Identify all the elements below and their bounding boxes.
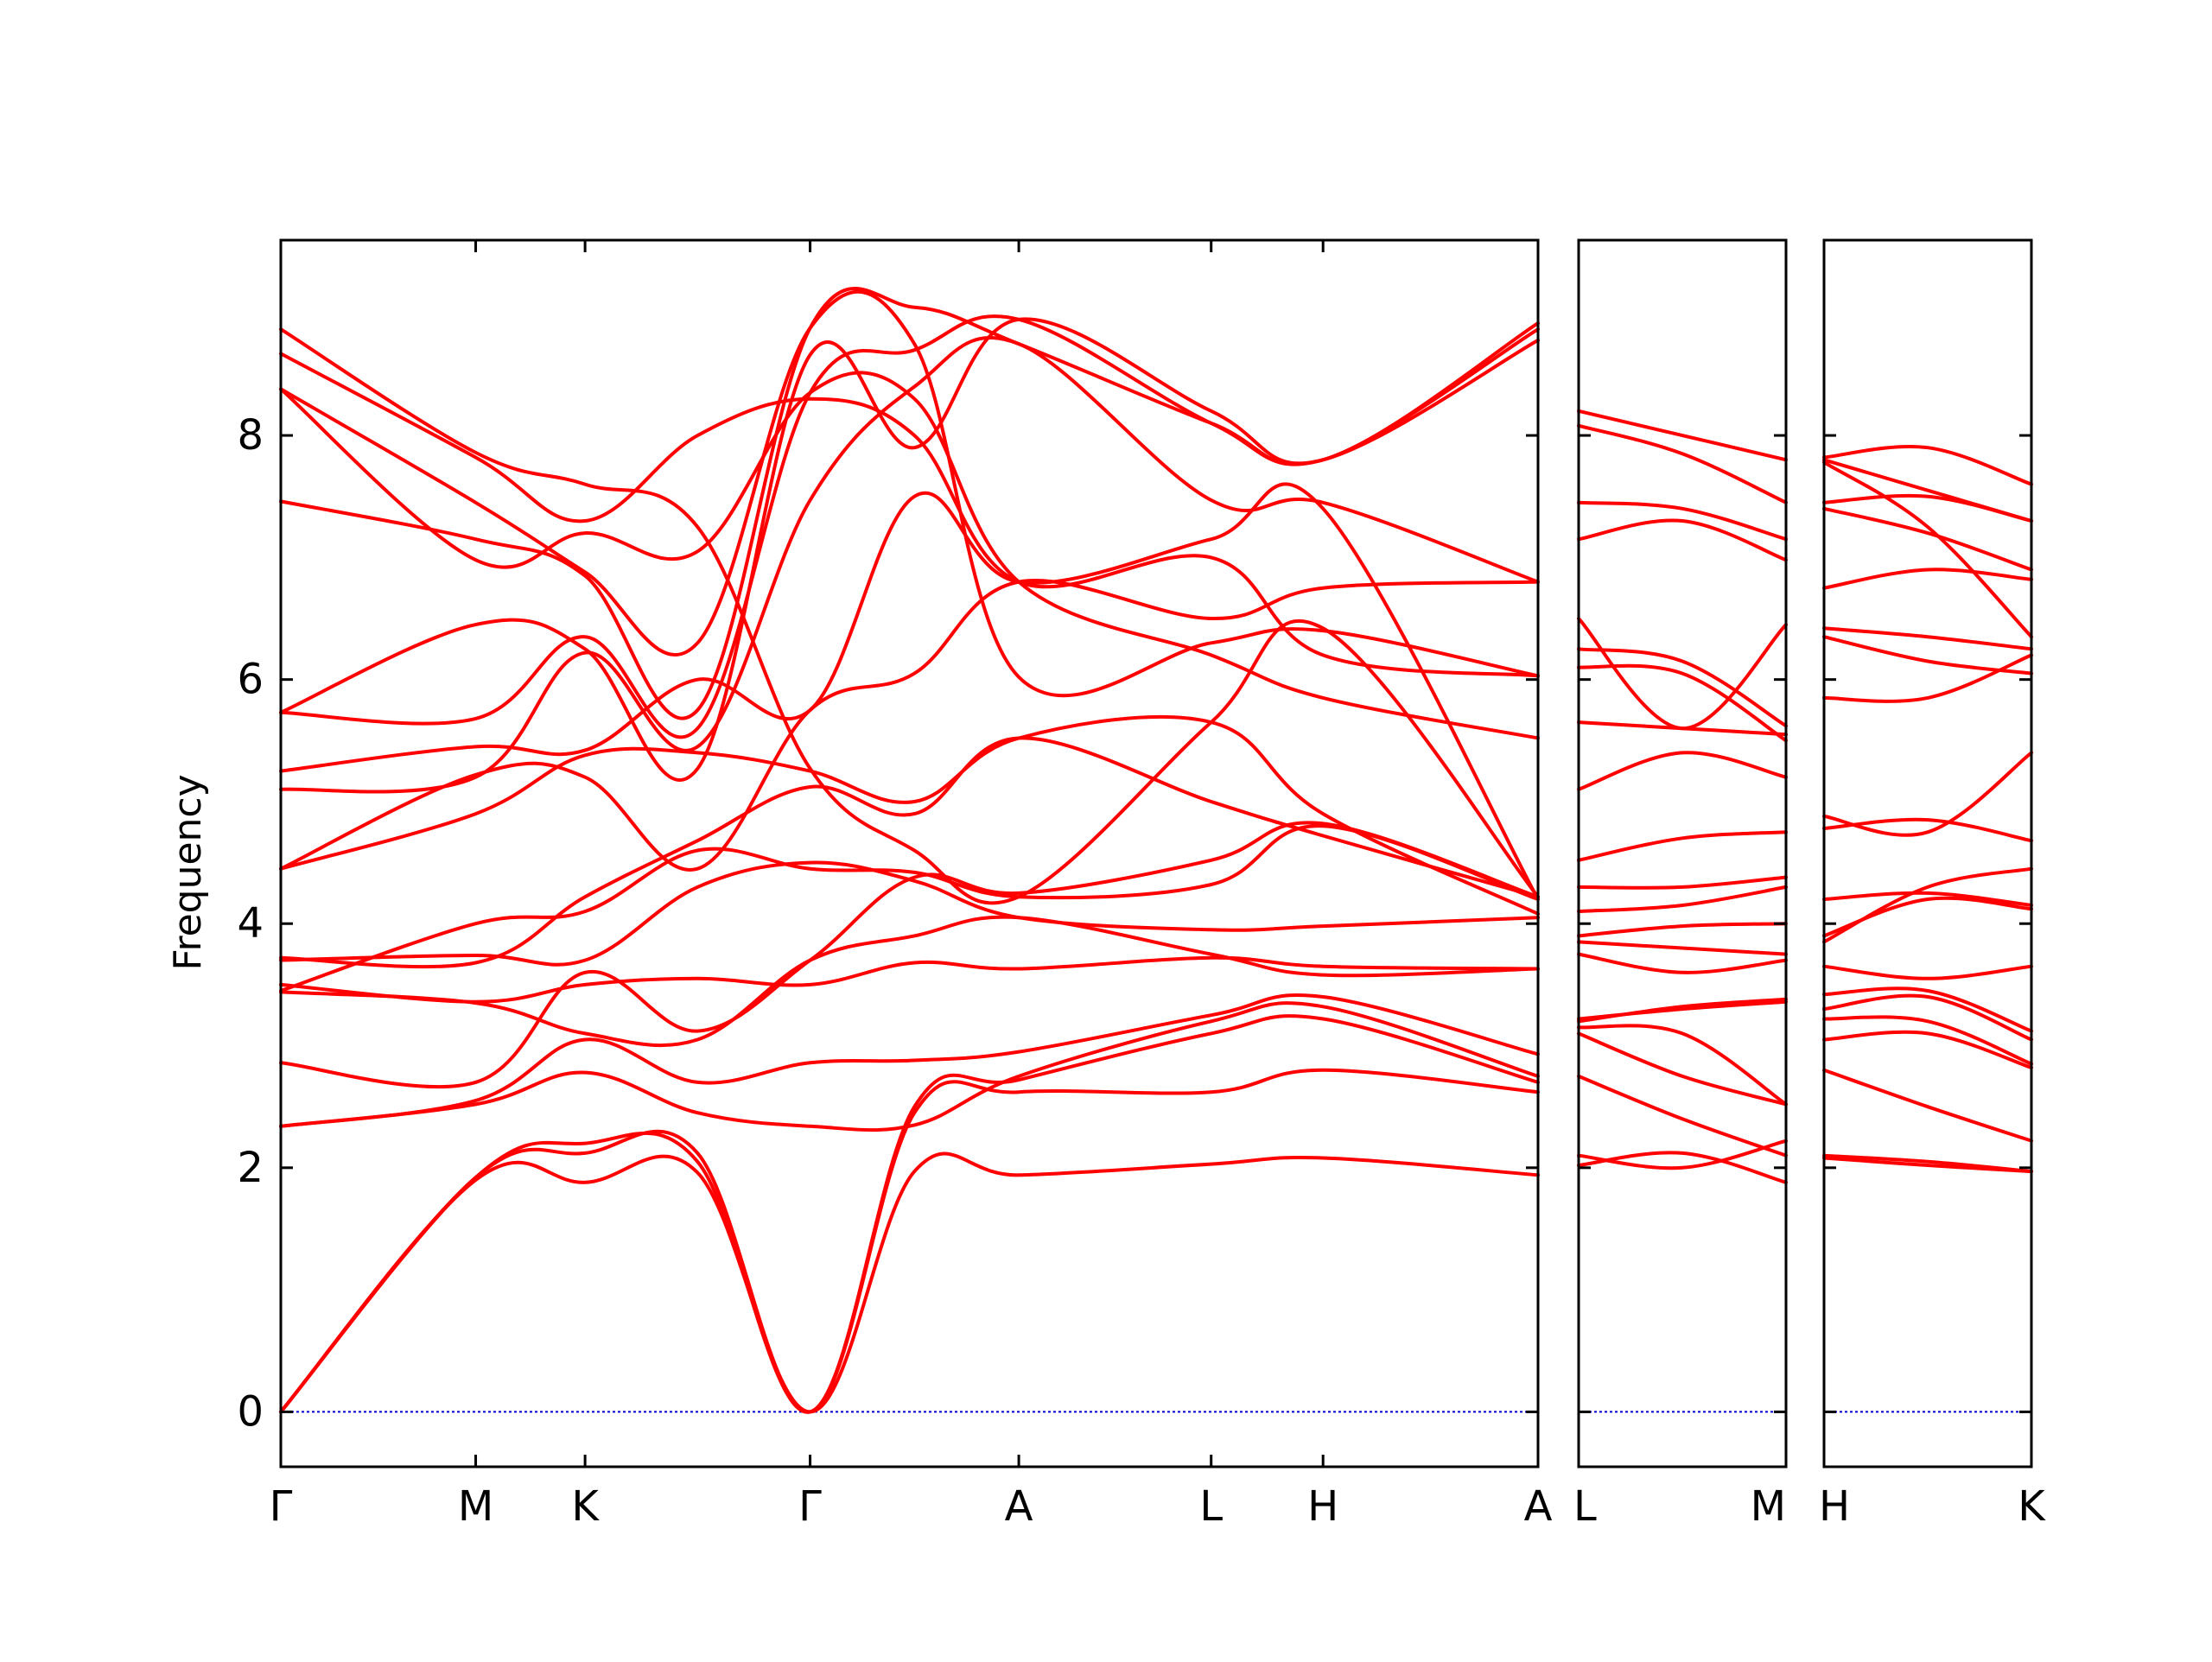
band-line bbox=[1822, 1015, 2033, 1066]
band-line bbox=[1822, 896, 2033, 938]
band-line bbox=[1577, 1024, 1788, 1107]
band-line bbox=[279, 1151, 1540, 1414]
band-line bbox=[1577, 409, 1788, 462]
band-line bbox=[1822, 986, 2033, 1033]
band-line bbox=[279, 1001, 1540, 1132]
x-tick-label: Γ bbox=[798, 1482, 822, 1531]
band-line bbox=[279, 714, 1540, 916]
y-tick-label: 8 bbox=[237, 411, 264, 460]
band-line bbox=[1822, 444, 2033, 486]
x-tick-label: H bbox=[1307, 1482, 1338, 1531]
band-line bbox=[279, 352, 1540, 678]
band-line bbox=[279, 314, 1540, 739]
x-tick-label: L bbox=[1573, 1482, 1597, 1531]
x-tick-label: Γ bbox=[270, 1482, 293, 1531]
band-line bbox=[1577, 617, 1788, 731]
panel-frame bbox=[279, 238, 1540, 1469]
y-tick-label: 6 bbox=[237, 656, 264, 704]
band-line bbox=[1577, 751, 1788, 791]
band-line bbox=[1822, 568, 2033, 590]
band-line bbox=[1577, 518, 1788, 562]
band-line bbox=[1577, 1031, 1788, 1107]
band-line bbox=[1822, 817, 2033, 843]
y-tick-label: 4 bbox=[237, 899, 264, 948]
x-tick-label: A bbox=[1005, 1482, 1033, 1531]
band-line bbox=[1822, 1156, 2033, 1174]
x-tick-label: K bbox=[2018, 1482, 2046, 1531]
band-line bbox=[1577, 663, 1788, 743]
band-line bbox=[1577, 830, 1788, 862]
band-line bbox=[1577, 1151, 1788, 1184]
band-line bbox=[279, 915, 1540, 1048]
band-line bbox=[1822, 626, 2033, 651]
x-tick-label: M bbox=[1751, 1482, 1786, 1531]
band-line bbox=[279, 993, 1540, 1128]
band-line bbox=[279, 860, 1540, 967]
band-line bbox=[279, 289, 1540, 698]
band-line bbox=[1577, 922, 1788, 938]
x-tick-label: H bbox=[1819, 1482, 1850, 1531]
band-line bbox=[1822, 1068, 2033, 1143]
band-line bbox=[279, 317, 1540, 782]
band-line bbox=[279, 955, 1540, 1004]
band-line bbox=[1822, 506, 2033, 572]
band-line bbox=[279, 579, 1540, 872]
band-line bbox=[279, 1068, 1540, 1414]
x-tick-label: A bbox=[1524, 1482, 1553, 1531]
y-tick-label: 0 bbox=[237, 1387, 264, 1436]
band-line bbox=[279, 482, 1540, 901]
band-line bbox=[279, 336, 1540, 794]
y-tick-label: 2 bbox=[237, 1144, 264, 1192]
band-line bbox=[1577, 952, 1788, 974]
panel-frame bbox=[1822, 238, 2033, 1469]
band-line bbox=[279, 1014, 1540, 1414]
y-axis-label: Frequency bbox=[166, 774, 210, 970]
band-line bbox=[1822, 653, 2033, 703]
band-line bbox=[279, 371, 1540, 740]
band-line bbox=[279, 821, 1540, 1089]
band-line bbox=[1577, 500, 1788, 542]
band-line bbox=[1577, 423, 1788, 504]
band-line bbox=[1822, 751, 2033, 837]
band-line bbox=[1822, 458, 2033, 523]
band-line bbox=[279, 287, 1540, 720]
panel-frame bbox=[1577, 238, 1788, 1469]
band-line bbox=[1577, 875, 1788, 890]
band-line bbox=[1822, 891, 2033, 907]
band-line bbox=[1577, 885, 1788, 914]
x-tick-label: K bbox=[571, 1482, 600, 1531]
band-line bbox=[1822, 964, 2033, 980]
x-tick-label: L bbox=[1199, 1482, 1223, 1531]
band-line bbox=[1822, 993, 2033, 1042]
band-line bbox=[1822, 635, 2033, 676]
band-line bbox=[1577, 940, 1788, 956]
band-line bbox=[1822, 460, 2033, 639]
band-line bbox=[1577, 1074, 1788, 1158]
band-line bbox=[1577, 997, 1788, 1024]
band-line bbox=[279, 824, 1540, 993]
x-tick-label: M bbox=[458, 1482, 493, 1531]
band-line bbox=[1822, 1030, 2033, 1069]
band-line bbox=[279, 327, 1540, 905]
band-line bbox=[279, 736, 1540, 969]
band-line bbox=[1822, 866, 2033, 944]
